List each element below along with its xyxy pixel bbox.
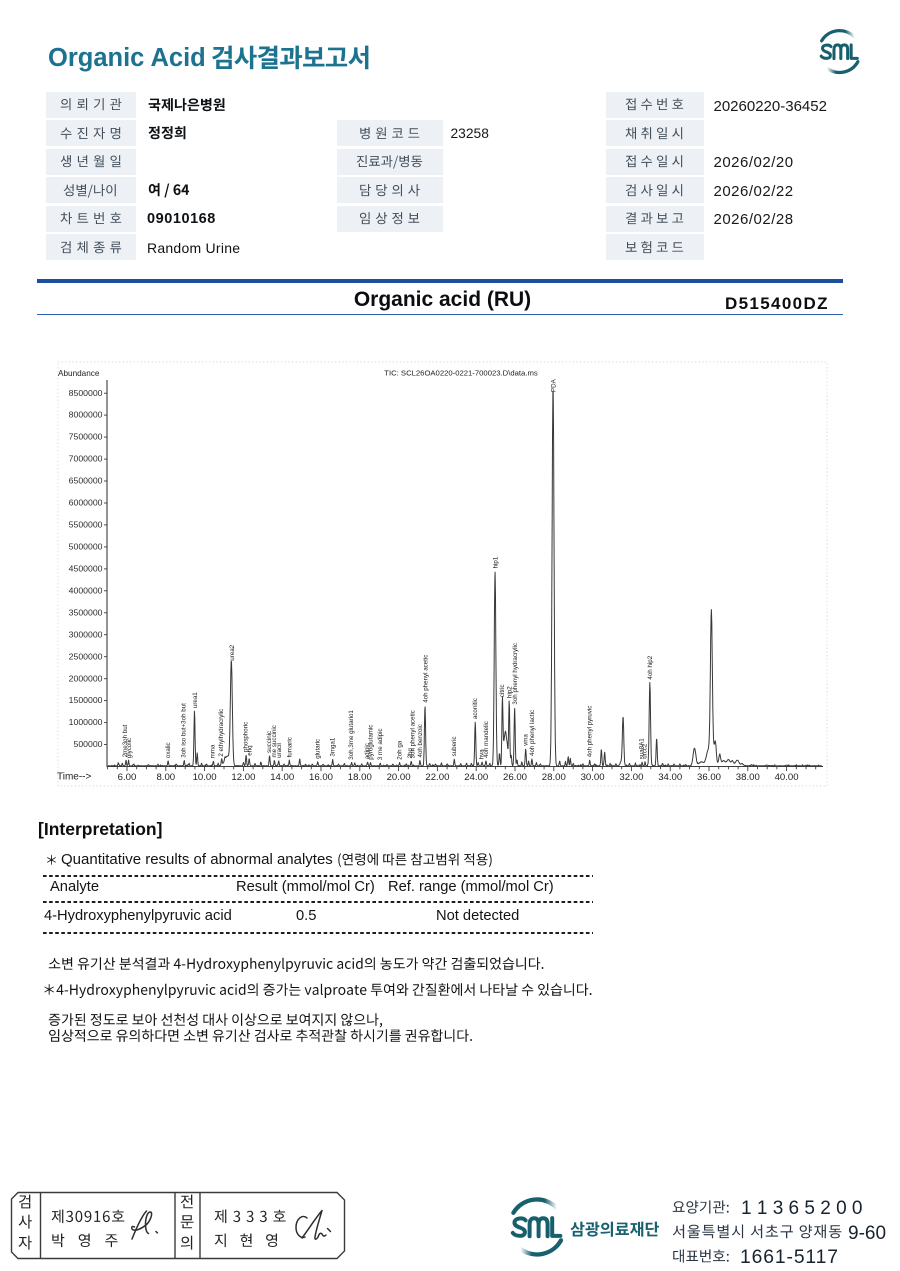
svg-text:32.00: 32.00 — [619, 772, 643, 783]
svg-text:sua8A1: sua8A1 — [639, 738, 646, 760]
svg-text:6.00: 6.00 — [118, 772, 137, 783]
svg-text:3oh,3me glutario1: 3oh,3me glutario1 — [348, 710, 355, 760]
svg-text:hva: hva — [479, 749, 486, 760]
svg-text:PDA: PDA — [551, 378, 558, 392]
svg-text:8000000: 8000000 — [69, 410, 103, 420]
svg-text:6500000: 6500000 — [69, 476, 103, 486]
svg-text:34.00: 34.00 — [658, 772, 682, 783]
svg-text:4oh phenyl acetic: 4oh phenyl acetic — [422, 655, 429, 703]
svg-text:2hg: 2hg — [407, 748, 414, 759]
svg-text:4oh benzoic: 4oh benzoic — [417, 724, 424, 757]
svg-text:14.00: 14.00 — [270, 772, 294, 783]
svg-text:phosphoric: phosphoric — [243, 722, 250, 752]
svg-text:3oh iso but+3oh but: 3oh iso but+3oh but — [181, 703, 188, 758]
svg-text:3 me adipic: 3 me adipic — [377, 728, 384, 760]
svg-text:glycolic: glycolic — [126, 738, 133, 758]
svg-text:succinic: succinic — [266, 731, 273, 753]
svg-text:22.00: 22.00 — [425, 772, 449, 783]
svg-text:24.00: 24.00 — [464, 772, 488, 783]
svg-text:6000000: 6000000 — [69, 498, 103, 508]
svg-text:1500000: 1500000 — [69, 695, 103, 705]
svg-text:4oh mandelic: 4oh mandelic — [483, 721, 490, 758]
svg-text:2oh ga: 2oh ga — [397, 740, 404, 759]
svg-text:2 ethylhydracrylic: 2 ethylhydracrylic — [218, 709, 225, 757]
svg-text:40.00: 40.00 — [775, 772, 799, 783]
svg-text:3500000: 3500000 — [69, 607, 103, 617]
svg-text:8.00: 8.00 — [156, 772, 175, 783]
svg-text:8500000: 8500000 — [69, 388, 103, 398]
svg-text:18.00: 18.00 — [348, 772, 372, 783]
svg-text:vma: vma — [523, 734, 530, 746]
svg-text:mma: mma — [210, 744, 217, 758]
svg-text:2000000: 2000000 — [69, 673, 103, 683]
svg-text:16.00: 16.00 — [309, 772, 333, 783]
svg-text:12.00: 12.00 — [231, 772, 255, 783]
svg-text:aconitic: aconitic — [472, 698, 479, 719]
svg-text:500000: 500000 — [74, 739, 103, 749]
svg-text:20.00: 20.00 — [387, 772, 411, 783]
svg-text:28.00: 28.00 — [542, 772, 566, 783]
svg-text:oxalic: oxalic — [165, 742, 172, 758]
svg-text:4000000: 4000000 — [69, 585, 103, 595]
svg-text:3000000: 3000000 — [69, 629, 103, 639]
svg-text:pyroglutamic: pyroglutamic — [368, 725, 375, 760]
svg-text:2500000: 2500000 — [69, 651, 103, 661]
svg-text:hip2: hip2 — [507, 686, 514, 698]
svg-text:26.00: 26.00 — [503, 772, 527, 783]
svg-text:hip1: hip1 — [492, 556, 499, 568]
svg-text:4oh phenyl pyruvic: 4oh phenyl pyruvic — [587, 706, 594, 758]
svg-text:4oh hip2: 4oh hip2 — [647, 655, 654, 679]
svg-text:uracil: uracil — [276, 743, 283, 758]
svg-text:5500000: 5500000 — [69, 520, 103, 530]
svg-text:Time-->: Time--> — [57, 772, 92, 783]
svg-text:urcc2: urcc2 — [642, 743, 649, 759]
svg-text:7000000: 7000000 — [69, 454, 103, 464]
svg-text:eriq: eriq — [247, 745, 254, 756]
svg-text:citric: citric — [499, 684, 506, 697]
svg-text:10.00: 10.00 — [193, 772, 217, 783]
svg-text:urea1: urea1 — [192, 692, 199, 708]
svg-text:suberic: suberic — [451, 736, 458, 756]
svg-text:fumaric: fumaric — [286, 737, 293, 757]
svg-text:2me3oh but: 2me3oh but — [122, 724, 129, 757]
svg-text:5000000: 5000000 — [69, 542, 103, 552]
svg-text:38.00: 38.00 — [736, 772, 760, 783]
svg-text:3oh phenyl hydracrylic: 3oh phenyl hydracrylic — [512, 643, 519, 705]
svg-text:3oh phenyl acetic: 3oh phenyl acetic — [410, 710, 417, 758]
svg-text:36.00: 36.00 — [697, 772, 721, 783]
svg-text:4oh phenyl lactic: 4oh phenyl lactic — [529, 710, 536, 756]
svg-text:1000000: 1000000 — [69, 717, 103, 727]
svg-text:4500000: 4500000 — [69, 564, 103, 574]
svg-text:adipic: adipic — [364, 743, 371, 759]
svg-text:30.00: 30.00 — [581, 772, 605, 783]
svg-text:7500000: 7500000 — [69, 432, 103, 442]
svg-text:glutaric: glutaric — [315, 739, 322, 759]
svg-text:urea2: urea2 — [229, 644, 236, 660]
svg-text:3mga1: 3mga1 — [330, 737, 337, 756]
svg-text:me succinic: me succinic — [271, 725, 278, 757]
svg-text:Abundance: Abundance — [58, 369, 100, 378]
svg-text:TIC: SCL26OA0220-0221-700023.D: TIC: SCL26OA0220-0221-700023.D\data.ms — [384, 369, 538, 378]
